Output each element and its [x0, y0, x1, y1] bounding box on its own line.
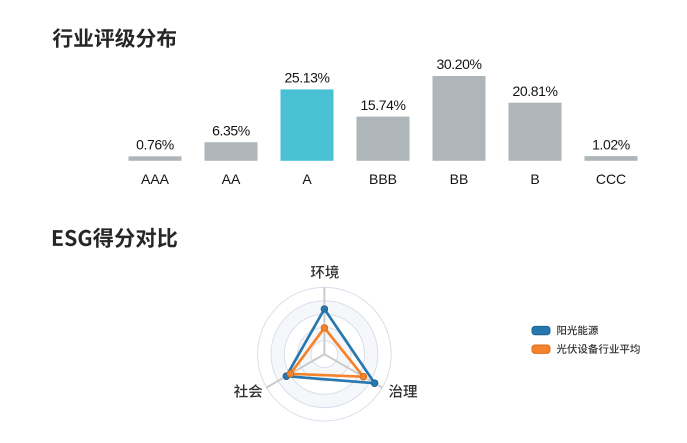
- svg-text:15.74%: 15.74%: [360, 97, 405, 113]
- svg-text:20.81%: 20.81%: [512, 83, 557, 99]
- svg-text:BB: BB: [450, 171, 469, 187]
- svg-text:1.02%: 1.02%: [592, 136, 630, 152]
- svg-text:25.13%: 25.13%: [284, 70, 329, 86]
- svg-text:A: A: [302, 171, 312, 187]
- svg-text:AAA: AAA: [141, 171, 170, 187]
- svg-text:6.35%: 6.35%: [212, 122, 250, 138]
- svg-text:0.76%: 0.76%: [136, 137, 174, 153]
- svg-text:B: B: [530, 171, 539, 187]
- svg-text:30.20%: 30.20%: [436, 56, 481, 72]
- svg-text:AA: AA: [222, 171, 241, 187]
- svg-text:BBB: BBB: [369, 171, 397, 187]
- svg-text:CCC: CCC: [596, 171, 626, 187]
